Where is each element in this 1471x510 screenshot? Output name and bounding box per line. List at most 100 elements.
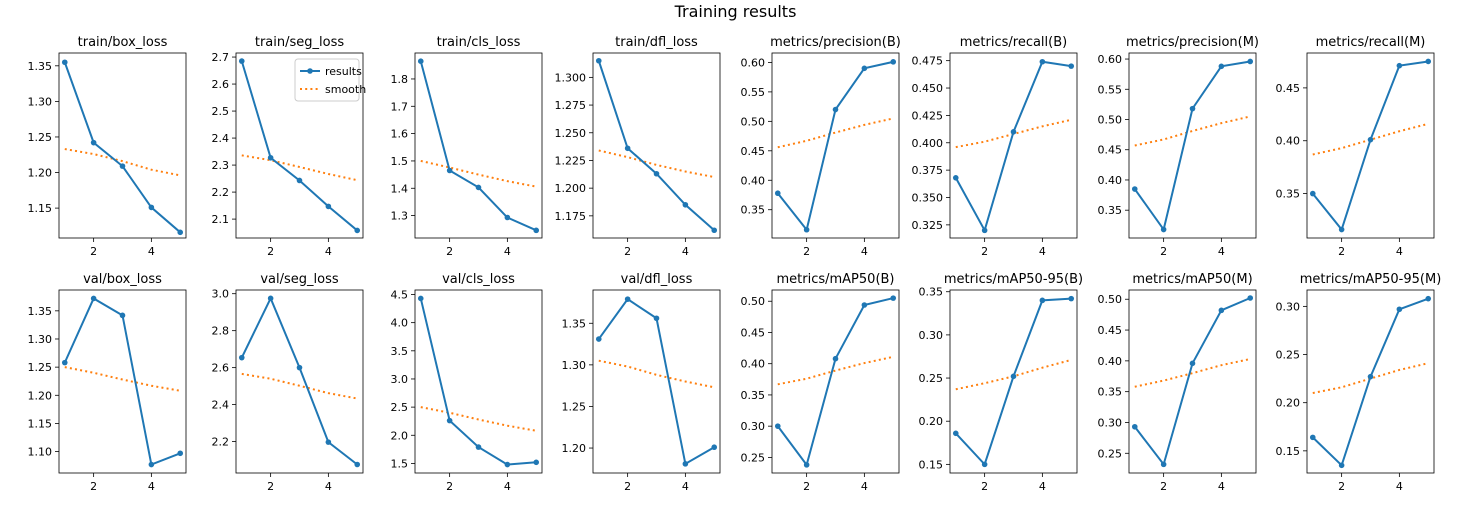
results-point xyxy=(354,227,361,234)
results-point xyxy=(533,459,540,466)
results-point xyxy=(354,461,361,468)
smooth-line xyxy=(241,154,358,182)
results-point xyxy=(533,227,540,234)
y-tick-label: 0.60 xyxy=(1098,53,1123,66)
x-tick-label: 4 xyxy=(325,480,332,493)
results-point xyxy=(1131,186,1138,192)
results-point xyxy=(475,444,482,450)
results-point xyxy=(1218,307,1225,314)
y-tick-label: 0.40 xyxy=(1098,174,1123,187)
y-tick-label: 0.30 xyxy=(1098,416,1123,429)
y-tick-label: 0.40 xyxy=(1098,355,1123,368)
x-tick-label: 4 xyxy=(861,245,868,258)
y-tick-label: 4.0 xyxy=(391,317,409,330)
y-tick-label: 0.45 xyxy=(1098,324,1123,337)
subplot-title: metrics/precision(B) xyxy=(770,35,901,50)
results-point xyxy=(1425,295,1432,302)
y-tick-label: 1.250 xyxy=(555,127,587,140)
results-point xyxy=(832,106,839,113)
x-tick-label: 4 xyxy=(1218,245,1225,258)
y-tick-label: 3.0 xyxy=(212,288,230,301)
y-tick-label: 0.450 xyxy=(912,82,944,95)
y-tick-label: 0.45 xyxy=(1098,144,1123,157)
x-tick-label: 4 xyxy=(861,480,868,493)
results-point xyxy=(1160,226,1167,233)
smooth-line xyxy=(1312,362,1429,395)
subplot-title: val/cls_loss xyxy=(442,272,515,287)
y-tick-label: 0.35 xyxy=(1098,386,1123,399)
results-point xyxy=(711,227,718,234)
x-tick-label: 4 xyxy=(148,245,155,258)
subplot-train-seg-loss: train/seg_loss 2.1 2.2 2.3 2.4 2.5 2.6 2.7 2 4 res… xyxy=(212,35,367,258)
subplot-title: metrics/mAP50(B) xyxy=(776,272,894,287)
smooth-line xyxy=(64,366,181,392)
y-tick-label: 3.0 xyxy=(391,373,409,386)
x-tick-label: 2 xyxy=(90,480,97,493)
y-tick-label: 0.45 xyxy=(741,326,766,339)
y-tick-label: 0.35 xyxy=(741,389,766,402)
results-point xyxy=(296,177,303,184)
results-point xyxy=(1425,58,1432,65)
y-tick-label: 0.20 xyxy=(1276,397,1301,410)
results-point xyxy=(595,57,602,64)
plot-frame xyxy=(1306,52,1435,239)
y-tick-label: 1.5 xyxy=(391,155,409,168)
results-point xyxy=(475,184,482,191)
smooth-line xyxy=(241,372,358,400)
subplot-metrics-recall-m-: metrics/recall(M) 0.35 0.40 0.45 2 4 xyxy=(1276,35,1435,258)
x-tick-label: 2 xyxy=(1338,480,1345,493)
y-tick-label: 0.50 xyxy=(1098,114,1123,127)
subplot-title: train/cls_loss xyxy=(437,35,521,50)
results-point xyxy=(504,461,511,468)
y-tick-label: 1.225 xyxy=(555,154,587,167)
x-tick-label: 2 xyxy=(981,480,988,493)
results-point xyxy=(682,461,689,467)
plot-frame xyxy=(949,52,1078,239)
subplot-title: train/dfl_loss xyxy=(615,35,698,50)
results-point xyxy=(711,444,718,451)
y-tick-label: 4.5 xyxy=(391,289,409,302)
subplot-metrics-precision-b-: metrics/precision(B) 0.35 0.40 0.45 0.50 0.55… xyxy=(741,35,901,258)
legend-smooth-label: smooth xyxy=(325,83,366,96)
plot-frame xyxy=(235,289,364,474)
y-tick-label: 1.35 xyxy=(28,305,53,318)
y-tick-label: 0.35 xyxy=(1276,188,1301,201)
results-point xyxy=(446,417,453,424)
results-point xyxy=(325,439,332,445)
y-tick-label: 0.40 xyxy=(741,358,766,371)
results-point xyxy=(504,214,511,221)
plot-frame xyxy=(592,289,721,474)
y-tick-label: 0.425 xyxy=(912,109,944,122)
y-tick-label: 0.475 xyxy=(912,55,944,68)
subplot-metrics-map50-95-b-: metrics/mAP50-95(B) 0.15 0.20 0.25 0.30 0.35 2… xyxy=(919,272,1084,493)
plot-frame xyxy=(771,52,900,239)
y-tick-label: 0.400 xyxy=(912,137,944,150)
y-tick-label: 0.25 xyxy=(1098,447,1123,460)
y-tick-label: 2.8 xyxy=(212,325,230,338)
results-point xyxy=(177,450,184,457)
results-point xyxy=(803,462,810,468)
y-tick-label: 0.50 xyxy=(741,115,766,128)
y-tick-label: 1.5 xyxy=(391,457,409,470)
x-tick-label: 4 xyxy=(148,480,155,493)
results-point xyxy=(832,355,839,362)
x-tick-label: 2 xyxy=(1338,245,1345,258)
results-point xyxy=(595,336,602,342)
results-point xyxy=(981,227,988,234)
subplot-train-dfl-loss: train/dfl_loss 1.175 1.200 1.225 1.250 1.275 1… xyxy=(555,35,721,258)
y-tick-label: 0.30 xyxy=(741,420,766,433)
y-tick-label: 0.15 xyxy=(1276,445,1301,458)
results-line xyxy=(955,297,1072,467)
results-point xyxy=(267,154,274,161)
y-tick-label: 1.3 xyxy=(391,210,409,223)
subplot-val-box-loss: val/box_loss 1.10 1.15 1.20 1.25 1.30 1.35 2 4 xyxy=(28,272,187,493)
results-point xyxy=(1247,295,1254,301)
x-tick-label: 2 xyxy=(624,245,631,258)
x-tick-label: 4 xyxy=(1039,245,1046,258)
figure-title: Training results xyxy=(674,2,797,21)
y-tick-label: 0.55 xyxy=(741,86,766,99)
results-point xyxy=(1367,136,1374,143)
results-point xyxy=(1247,58,1254,65)
y-tick-label: 1.15 xyxy=(28,417,53,430)
